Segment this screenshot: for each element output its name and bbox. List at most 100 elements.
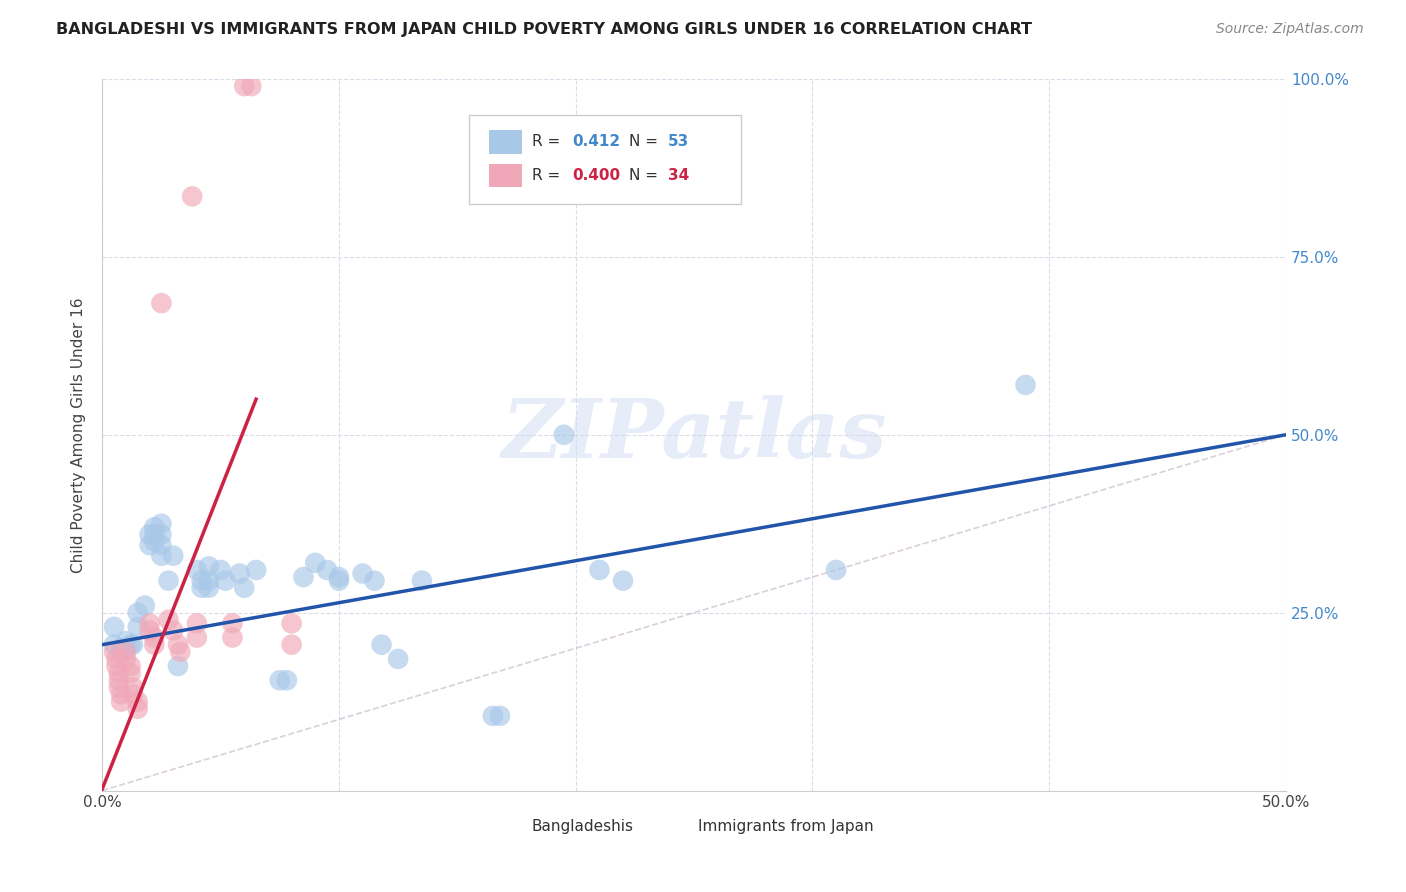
- Point: [122, 688, 145, 702]
- Point: [167, 638, 190, 652]
- Text: Bangladeshis: Bangladeshis: [531, 819, 634, 834]
- Point: [588, 563, 610, 577]
- Point: [105, 652, 128, 666]
- Text: 53: 53: [668, 134, 689, 149]
- Bar: [499, 818, 524, 834]
- Point: [228, 566, 250, 581]
- Point: [110, 688, 132, 702]
- Text: R =: R =: [531, 134, 565, 149]
- Bar: [489, 130, 523, 153]
- Point: [489, 709, 512, 723]
- Point: [127, 695, 149, 709]
- Point: [553, 427, 575, 442]
- Point: [197, 581, 219, 595]
- Point: [197, 574, 219, 588]
- Point: [167, 659, 190, 673]
- Point: [115, 652, 138, 666]
- Point: [138, 616, 160, 631]
- Text: 34: 34: [668, 168, 689, 183]
- Point: [127, 620, 149, 634]
- Point: [181, 189, 204, 203]
- Point: [105, 659, 128, 673]
- Point: [245, 563, 267, 577]
- Point: [370, 638, 392, 652]
- Point: [1014, 378, 1036, 392]
- Point: [110, 695, 132, 709]
- Point: [221, 616, 243, 631]
- Point: [169, 645, 191, 659]
- Point: [157, 574, 180, 588]
- Text: ZIPatlas: ZIPatlas: [502, 395, 887, 475]
- Point: [134, 599, 156, 613]
- Point: [122, 681, 145, 695]
- Point: [103, 645, 125, 659]
- Text: R =: R =: [531, 168, 565, 183]
- Point: [352, 566, 374, 581]
- Point: [107, 673, 129, 688]
- Text: Immigrants from Japan: Immigrants from Japan: [697, 819, 873, 834]
- Point: [328, 574, 350, 588]
- Point: [276, 673, 298, 688]
- Point: [304, 556, 326, 570]
- Point: [103, 638, 125, 652]
- Text: N =: N =: [628, 168, 662, 183]
- Text: Source: ZipAtlas.com: Source: ZipAtlas.com: [1216, 22, 1364, 37]
- Point: [143, 631, 166, 645]
- Point: [280, 616, 302, 631]
- Point: [150, 538, 173, 552]
- Point: [411, 574, 433, 588]
- Point: [363, 574, 385, 588]
- Point: [612, 574, 634, 588]
- Bar: [489, 163, 523, 187]
- Point: [110, 641, 132, 656]
- Point: [127, 702, 149, 716]
- Point: [107, 681, 129, 695]
- Point: [122, 638, 145, 652]
- Point: [143, 638, 166, 652]
- Point: [162, 624, 184, 638]
- Point: [127, 606, 149, 620]
- Point: [482, 709, 505, 723]
- Point: [150, 516, 173, 531]
- Point: [143, 520, 166, 534]
- Text: N =: N =: [628, 134, 662, 149]
- Point: [143, 527, 166, 541]
- Point: [150, 549, 173, 563]
- Point: [115, 645, 138, 659]
- Point: [387, 652, 409, 666]
- Point: [190, 581, 212, 595]
- Point: [150, 527, 173, 541]
- Y-axis label: Child Poverty Among Girls Under 16: Child Poverty Among Girls Under 16: [72, 297, 86, 573]
- Point: [186, 631, 208, 645]
- Point: [328, 570, 350, 584]
- Point: [115, 641, 138, 656]
- Point: [280, 638, 302, 652]
- Point: [115, 634, 138, 648]
- Point: [269, 673, 291, 688]
- Text: 0.400: 0.400: [572, 168, 620, 183]
- Point: [825, 563, 848, 577]
- Text: BANGLADESHI VS IMMIGRANTS FROM JAPAN CHILD POVERTY AMONG GIRLS UNDER 16 CORRELAT: BANGLADESHI VS IMMIGRANTS FROM JAPAN CHI…: [56, 22, 1032, 37]
- Point: [316, 563, 339, 577]
- Point: [107, 666, 129, 681]
- FancyBboxPatch shape: [470, 114, 741, 203]
- Point: [150, 296, 173, 310]
- Bar: [665, 818, 690, 834]
- Point: [233, 581, 256, 595]
- Point: [186, 616, 208, 631]
- Point: [110, 645, 132, 659]
- Point: [292, 570, 315, 584]
- Point: [120, 638, 142, 652]
- Point: [143, 534, 166, 549]
- Point: [120, 659, 142, 673]
- Point: [120, 666, 142, 681]
- Point: [221, 631, 243, 645]
- Point: [157, 613, 180, 627]
- Point: [209, 563, 232, 577]
- Point: [138, 624, 160, 638]
- Point: [240, 79, 263, 94]
- Point: [214, 574, 236, 588]
- Point: [197, 559, 219, 574]
- Point: [138, 538, 160, 552]
- Point: [233, 79, 256, 94]
